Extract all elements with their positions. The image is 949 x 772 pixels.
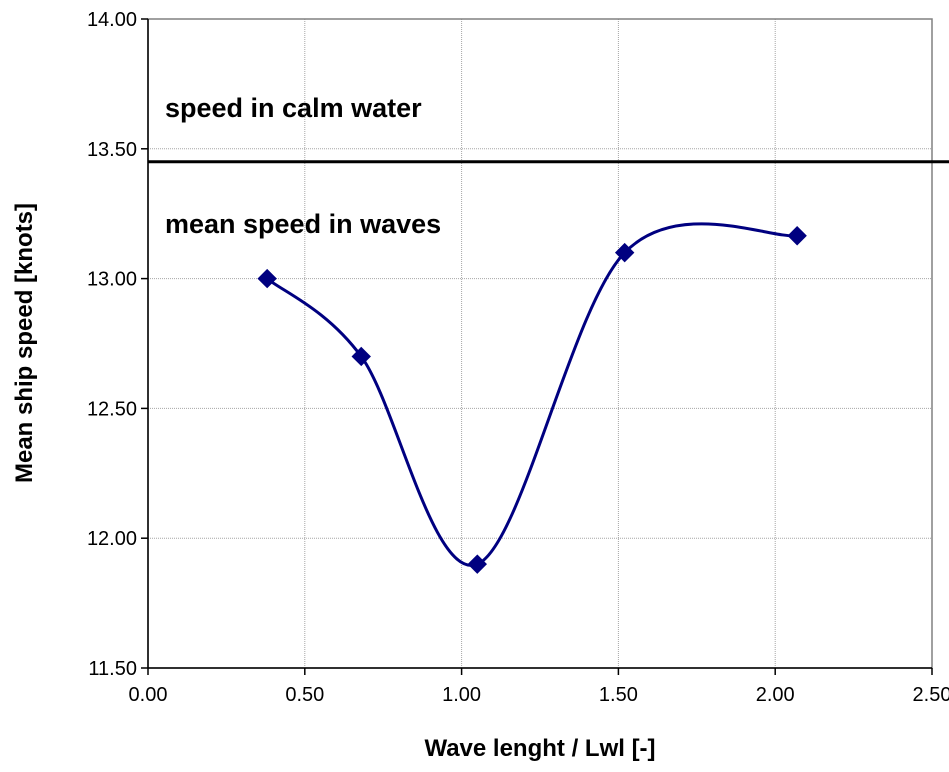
x-tick-label: 0.50 — [285, 684, 324, 706]
y-tick-label: 13.00 — [87, 269, 137, 291]
data-point-marker — [257, 268, 277, 289]
annotation-calm-water: speed in calm water — [165, 93, 422, 123]
x-tick-label: 0.00 — [129, 684, 168, 706]
data-point-marker — [351, 346, 371, 367]
x-tick-label: 1.00 — [442, 684, 481, 706]
x-axis-title: Wave lenght / Lwl [-] — [424, 735, 655, 762]
x-tick-label: 2.50 — [913, 684, 949, 706]
y-tick-label: 13.50 — [87, 139, 137, 161]
y-tick-label: 12.00 — [87, 528, 137, 550]
x-tick-label: 1.50 — [599, 684, 638, 706]
x-tick-labels: 0.00 0.50 1.00 1.50 2.00 2.50 — [129, 684, 949, 706]
y-tick-label: 12.50 — [87, 398, 137, 420]
axes — [141, 18, 933, 675]
y-tick-labels: 11.50 12.00 12.50 13.00 13.50 14.00 — [87, 9, 137, 680]
plot-area — [148, 19, 932, 668]
y-tick-label: 11.50 — [88, 658, 137, 680]
data-markers — [257, 226, 807, 574]
data-point-marker — [787, 226, 807, 246]
x-tick-label: 2.00 — [756, 684, 795, 706]
annotation-mean-speed-waves: mean speed in waves — [165, 209, 441, 239]
data-point-marker — [614, 242, 635, 263]
data-point-marker — [467, 554, 487, 574]
y-tick-label: 14.00 — [87, 9, 137, 31]
series-line — [266, 222, 798, 567]
y-axis-title: Mean ship speed [knots] — [11, 203, 38, 483]
